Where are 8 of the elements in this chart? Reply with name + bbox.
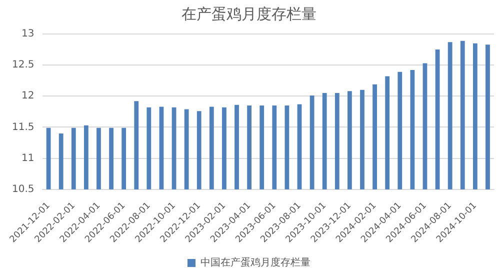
y-tick-label: 12 (22, 90, 34, 102)
y-tick-label: 11.5 (12, 122, 34, 133)
y-tick-label: 13 (22, 28, 34, 40)
y-tick-label: 11 (22, 152, 34, 164)
y-tick-label: 10.5 (12, 184, 34, 195)
legend-label: 中国在产蛋鸡月度存栏量 (200, 256, 310, 269)
y-tick-label: 12.5 (12, 60, 34, 71)
chart-title: 在产蛋鸡月度存栏量 (182, 4, 316, 23)
